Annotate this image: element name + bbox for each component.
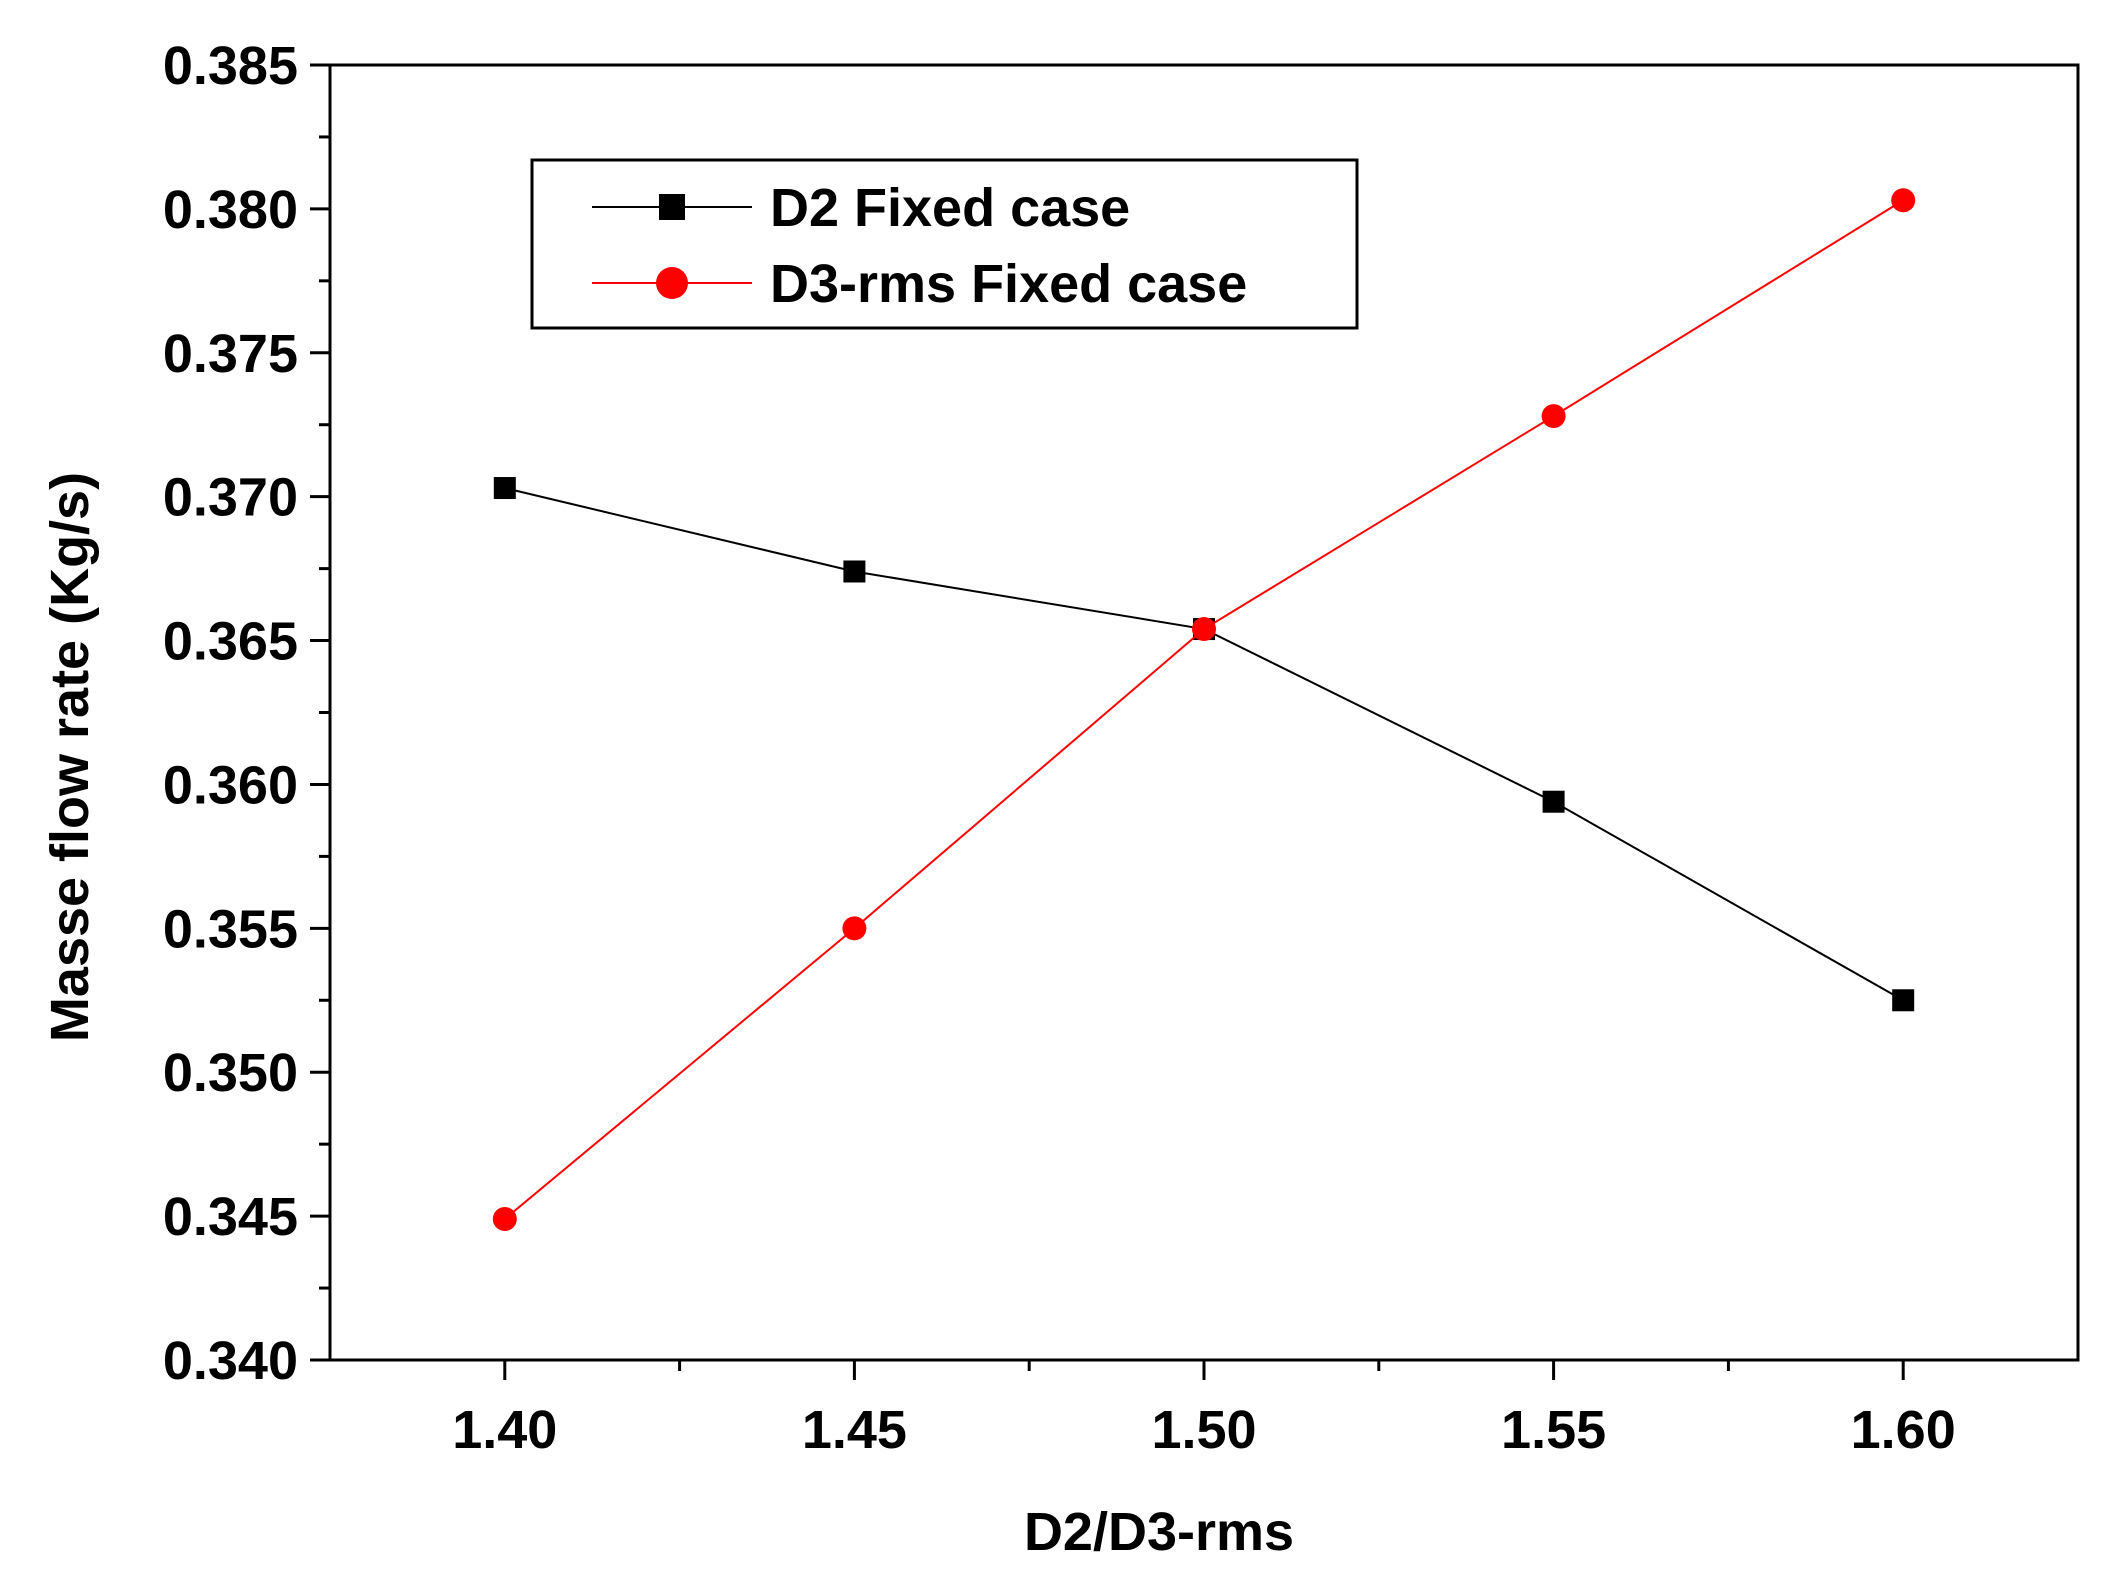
data-point-circle [1541,404,1566,429]
x-tick-label: 1.40 [452,1400,557,1460]
x-tick-label: 1.45 [802,1400,907,1460]
legend-label-d3: D3-rms Fixed case [770,254,1247,314]
data-point-square [843,560,866,583]
y-axis: 0.340 0.345 0.350 0.355 0.360 0.365 0.370 0.375… [163,36,330,1391]
y-tick-label: 0.360 [163,755,298,815]
series-line-2 [504,199,1904,1220]
data-point-circle [492,1206,517,1231]
y-tick-label: 0.350 [163,1043,298,1103]
data-point-square [1892,989,1915,1012]
data-point-square [1542,790,1565,813]
y-tick-label: 0.340 [163,1331,298,1391]
x-tick-label: 1.50 [1151,1400,1256,1460]
y-tick-label: 0.370 [163,468,298,528]
x-axis-label: D2/D3-rms [1024,1502,1294,1562]
data-point-circle [1192,617,1216,642]
y-tick-label: 0.380 [163,180,298,240]
y-tick-label: 0.345 [163,1187,298,1247]
y-tick-label: 0.375 [163,324,298,384]
y-tick-label: 0.355 [163,899,298,959]
y-tick-label: 0.365 [163,612,298,672]
legend: D2 Fixed case D3-rms Fixed case [530,158,1359,330]
data-point-circle [842,916,867,941]
x-tick-label: 1.60 [1851,1400,1956,1460]
data-point-square [493,477,516,500]
data-point-circle [1891,188,1916,213]
series-layer [492,188,1916,1231]
series-line-1 [504,487,1904,1002]
y-tick-label: 0.385 [163,36,298,96]
legend-box [530,158,1359,330]
x-axis: 1.40 1.45 1.50 1.55 1.60 [452,1360,1956,1460]
legend-marker-circle [656,267,688,299]
legend-marker-square [659,194,685,220]
y-axis-label: Masse flow rate (Kg/s) [40,472,100,1042]
x-tick-label: 1.55 [1501,1400,1606,1460]
legend-label-d2: D2 Fixed case [770,178,1130,238]
